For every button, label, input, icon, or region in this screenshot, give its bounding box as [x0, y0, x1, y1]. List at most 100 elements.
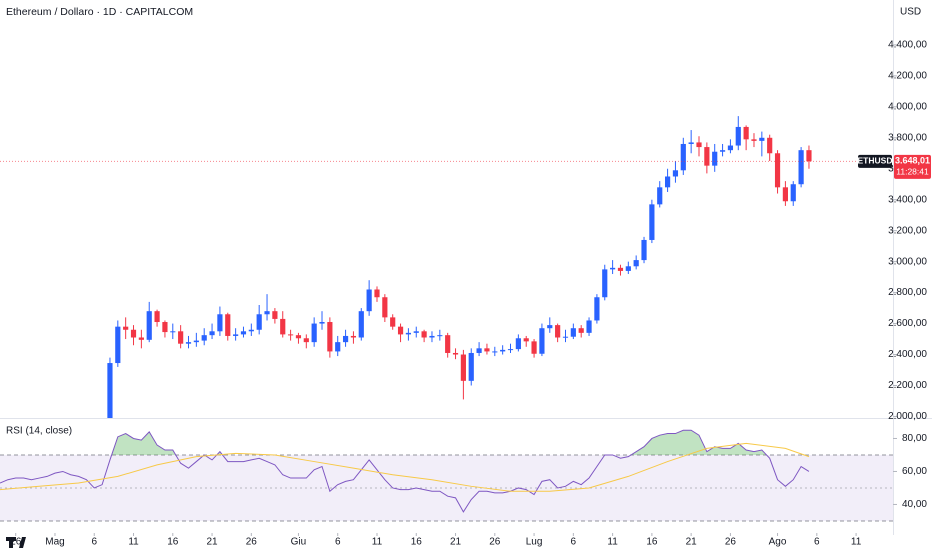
rsi-tick-label: 40,00 [902, 499, 927, 510]
candle-body [798, 150, 804, 185]
x-tick-label: 26 [725, 537, 737, 548]
x-tick-label: 21 [686, 537, 698, 548]
x-tick-label: 16 [646, 537, 658, 548]
candle-body [688, 142, 694, 144]
candle-body [523, 338, 529, 342]
chart-title: Ethereum / Dollaro · 1D · CAPITALCOM [6, 6, 193, 18]
candle-body [602, 269, 608, 298]
candle-body [641, 239, 647, 261]
y-tick-label: 2.200,00 [888, 380, 927, 391]
bar-countdown: 11:28:41 [896, 167, 929, 177]
candle-body [578, 328, 584, 333]
candle-body [704, 147, 710, 166]
candle-body [531, 341, 537, 354]
candle-body [452, 352, 459, 355]
y-tick-label: 4.000,00 [888, 101, 927, 112]
y-tick-label: 2.800,00 [888, 287, 927, 298]
candle-body [366, 289, 372, 312]
candle-body [515, 338, 521, 350]
rsi-tick-label: 80,00 [902, 433, 927, 444]
candle-body [193, 340, 199, 343]
candle-body [672, 170, 679, 177]
rsi-title: RSI (14, close) [6, 426, 72, 437]
candle-body [539, 328, 545, 354]
y-tick-label: 4.200,00 [888, 70, 927, 81]
candle-body [264, 311, 270, 315]
candle-body [696, 142, 702, 148]
candle-body [484, 348, 490, 352]
candle-body [445, 335, 451, 353]
x-tick-label: 11 [372, 537, 383, 548]
symbol-tag: ETHUSD [858, 156, 893, 166]
x-tick-label: 26 [246, 537, 258, 548]
last-price-box [894, 154, 931, 179]
candle-body [680, 143, 686, 171]
last-price-label: 3.648,01 [895, 156, 930, 166]
x-tick-label: 16 [167, 537, 179, 548]
candle-body [782, 187, 788, 202]
candle-body [162, 322, 168, 333]
y-tick-label: 3.000,00 [888, 256, 927, 267]
candle-body [500, 349, 506, 352]
x-tick-label: Mag [45, 537, 64, 548]
x-tick-label: 21 [450, 537, 462, 548]
x-tick-label: 26 [489, 537, 501, 548]
candle-body [154, 311, 160, 323]
x-tick-label: Giu [291, 537, 307, 548]
candle-body [649, 204, 655, 240]
candle-body [311, 323, 317, 343]
candle-body [547, 325, 553, 329]
currency-label: USD [900, 7, 921, 18]
candle-body [248, 329, 254, 332]
candle-body [185, 342, 192, 344]
candle-body [657, 187, 663, 205]
candle-body [272, 311, 278, 319]
candle-body [633, 260, 639, 267]
candle-body [625, 266, 631, 271]
candle-body [790, 184, 796, 202]
candle-body [335, 342, 341, 352]
rsi-tick-label: 60,00 [902, 466, 927, 477]
x-tick-label: 11 [851, 537, 862, 548]
rsi-overbought-fill [111, 430, 767, 455]
candle-body [209, 331, 215, 336]
y-tick-label: 2.000,00 [888, 411, 927, 422]
price-pane [0, 116, 893, 418]
candle-body [146, 311, 152, 340]
candle-body [178, 331, 184, 344]
candle-body [374, 289, 380, 298]
y-tick-label: 3.400,00 [888, 194, 927, 205]
candle-body [225, 314, 231, 336]
candle-body [594, 297, 600, 321]
y-tick-label: 3.200,00 [888, 225, 927, 236]
candle-body [562, 336, 569, 338]
candle-body [170, 331, 176, 333]
candle-body [240, 331, 247, 335]
candle-body [421, 331, 427, 338]
candle-body [610, 267, 616, 270]
x-tick-label: 6 [571, 537, 577, 548]
tradingview-logo [6, 537, 26, 548]
candle-body [751, 139, 757, 141]
candle-body [115, 326, 121, 364]
candle-body [138, 337, 144, 340]
candle-body [217, 314, 223, 332]
candle-body [288, 334, 294, 336]
candle-body [727, 145, 734, 151]
x-tick-label: 11 [607, 537, 618, 548]
candle-body [256, 314, 262, 330]
candle-body [405, 332, 411, 335]
candle-body [303, 338, 309, 343]
candle-body [437, 335, 443, 337]
candle-body [806, 150, 812, 162]
candle-body [664, 176, 671, 188]
x-tick-label: 6 [335, 537, 341, 548]
candle-body [327, 322, 333, 352]
y-tick-label: 2.600,00 [888, 318, 927, 329]
candle-body [413, 331, 419, 333]
candle-body [774, 153, 781, 188]
candle-body [719, 150, 726, 152]
rsi-pane [0, 429, 893, 522]
